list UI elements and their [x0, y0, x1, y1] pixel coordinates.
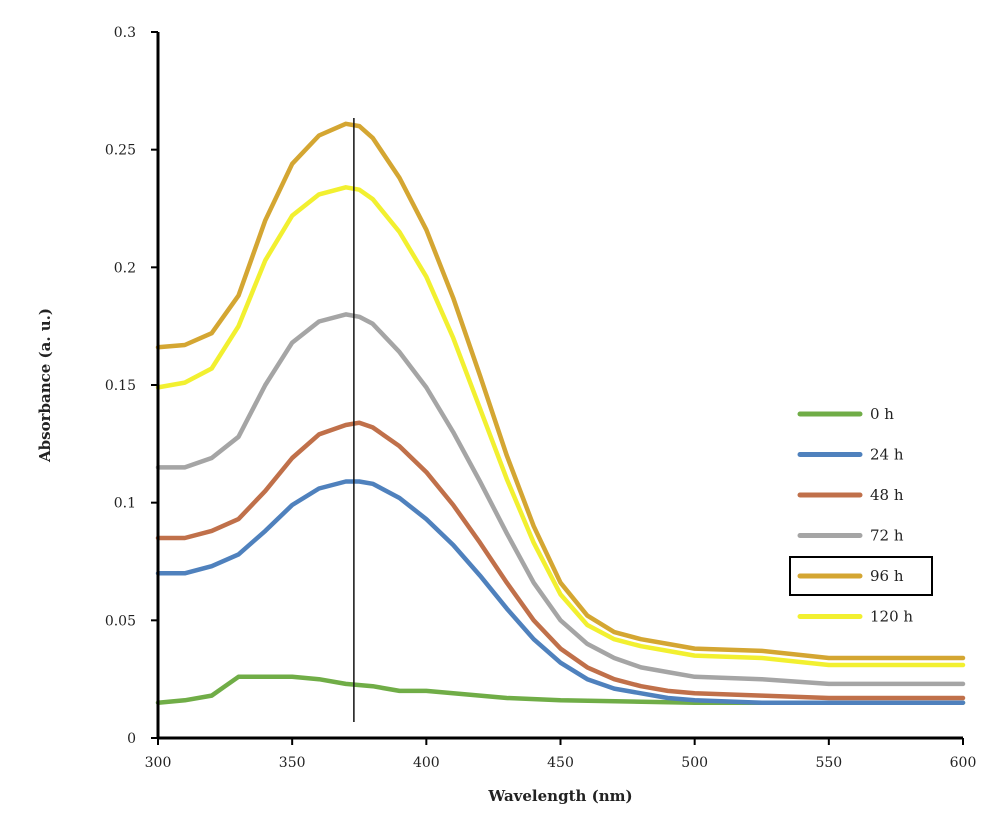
series-line-96h	[155, 121, 966, 661]
x-tick-label: 550	[815, 755, 842, 771]
y-tick-label: 0.25	[105, 143, 136, 159]
series-line-120h	[155, 185, 966, 668]
legend: 0 h 24 h 48 h 72 h 96 h 120 h	[789, 405, 933, 626]
x-axis-ticks: 300 350 400 450 500 550 600	[145, 738, 977, 771]
x-tick-label: 600	[950, 755, 977, 771]
y-tick-label: 0.2	[114, 260, 136, 276]
series-layer	[155, 121, 966, 705]
x-tick-label: 400	[413, 755, 440, 771]
x-tick-label: 300	[145, 755, 172, 771]
legend-label: 24 h	[870, 446, 904, 464]
x-axis-title: Wavelength (nm)	[487, 787, 632, 805]
legend-highlight-box	[789, 556, 933, 596]
y-axis-title: Absorbance (a. u.)	[36, 308, 54, 463]
series-line-72h	[155, 312, 966, 687]
x-tick-label: 500	[681, 755, 708, 771]
series-line-0h	[155, 674, 966, 705]
y-tick-label: 0.05	[105, 613, 136, 629]
y-tick-label: 0.1	[114, 496, 136, 512]
y-tick-label: 0	[127, 731, 136, 747]
x-tick-label: 450	[547, 755, 574, 771]
legend-label: 0 h	[870, 405, 894, 423]
y-tick-label: 0.15	[105, 378, 136, 394]
y-axis-ticks: 0 0.05 0.1 0.15 0.2 0.25 0.3	[105, 25, 158, 747]
y-tick-label: 0.3	[114, 25, 136, 41]
series-line-48h	[155, 420, 966, 701]
legend-label: 96 h	[870, 567, 904, 585]
legend-label: 72 h	[870, 527, 904, 545]
series-line-24h	[155, 479, 966, 705]
legend-label: 120 h	[870, 608, 913, 626]
legend-label: 48 h	[870, 486, 904, 504]
x-tick-label: 350	[279, 755, 306, 771]
